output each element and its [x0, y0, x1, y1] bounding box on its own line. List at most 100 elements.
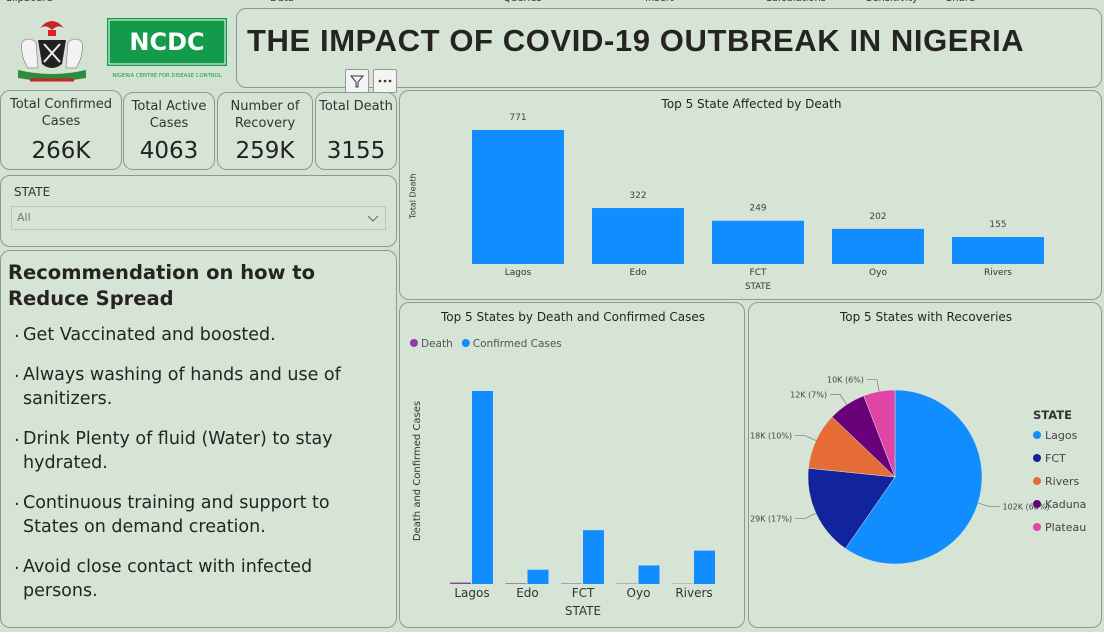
pie-slice	[845, 389, 983, 565]
legend-title: STATE	[1033, 408, 1072, 422]
bar	[638, 565, 660, 584]
bar	[694, 550, 715, 584]
kpi-label: Total Active Cases	[131, 99, 207, 131]
slicer-dropdown[interactable]: All	[11, 206, 386, 230]
recommendation-item: Continuous training and support to State…	[14, 488, 384, 539]
ncdc-logo: NCDC NIGERIA CENTRE FOR DISEASE CONTROL	[107, 18, 227, 79]
chart-panel: Top 5 States by Death and Confirmed Case…	[399, 302, 745, 628]
recommendation-title: Recommendation on how to Reduce Spread	[8, 261, 316, 310]
bar	[592, 208, 684, 264]
legend-marker	[461, 339, 470, 347]
x-axis-label: STATE	[565, 604, 601, 618]
dropdown-chevron	[367, 215, 379, 222]
chart-title: Top 5 States with Recoveries	[839, 310, 1012, 324]
x-axis-label: STATE	[745, 282, 771, 292]
kpi-label: Number of Recovery	[230, 99, 300, 131]
x-tick-label: Rivers	[675, 586, 712, 600]
bar	[583, 530, 604, 584]
kpi-card: Total Active Cases 4063	[123, 92, 215, 170]
menu-item[interactable]: Data	[270, 0, 294, 4]
menu-item[interactable]: Sensitivity	[866, 0, 918, 4]
chart-panel: Top 5 State Affected by Death Total Death…	[399, 90, 1102, 300]
logos: NCDC NIGERIA CENTRE FOR DISEASE CONTROL	[18, 18, 227, 82]
kpi-label: Total Death	[319, 99, 393, 114]
leader-line	[977, 502, 1000, 507]
legend-marker	[1033, 477, 1041, 485]
x-tick-label: Lagos	[454, 586, 489, 600]
y-axis-label: Total Death	[409, 173, 418, 219]
data-label: 102K (60%)	[1002, 503, 1049, 512]
menu-item[interactable]: Insert	[645, 0, 674, 4]
menu-item[interactable]: Queries	[503, 0, 542, 4]
slicer: STATE All	[0, 175, 397, 247]
data-label: 771	[509, 113, 526, 123]
bar	[472, 130, 564, 264]
kpi-card: Total Death 3155	[315, 92, 397, 170]
data-label: 18K (10%)	[750, 432, 792, 441]
chart-title: Top 5 States by Death and Confirmed Case…	[440, 310, 705, 324]
kpi-value: 3155	[326, 138, 386, 164]
data-label: 155	[989, 220, 1006, 230]
legend-label: FCT	[1045, 452, 1066, 465]
leader-line	[830, 394, 848, 405]
legend-label: Kaduna	[1045, 498, 1086, 511]
slicer-label: STATE	[14, 185, 51, 199]
leader-line	[795, 435, 817, 441]
bar	[952, 237, 1044, 264]
y-axis-label: Death and Confirmed Cases	[412, 401, 423, 541]
kpi-value: 266K	[31, 138, 91, 164]
logo-text: NCDC	[129, 28, 204, 56]
x-tick-label: Edo	[516, 586, 539, 600]
recommendation-item: Avoid close contact with infected person…	[14, 552, 384, 603]
legend-marker	[1033, 454, 1041, 462]
kpi-card: Total Confirmed Cases 266K	[0, 90, 122, 170]
bar	[712, 220, 804, 264]
filter-icon[interactable]	[345, 69, 369, 93]
logo-subtitle: NIGERIA CENTRE FOR DISEASE CONTROL	[112, 73, 221, 79]
recommendation-item: Always washing of hands and use of sanit…	[14, 360, 384, 411]
x-tick-label: Rivers	[984, 268, 1012, 278]
recommendations: Recommendation on how to Reduce Spread G…	[0, 250, 397, 628]
kpi-value: 4063	[139, 138, 199, 164]
filter-glyph	[349, 75, 365, 88]
legend-label: Plateau	[1045, 521, 1086, 534]
recommendation-item: Drink Plenty of fluid (Water) to stay hy…	[14, 424, 384, 475]
legend-marker	[1033, 500, 1041, 508]
legend-marker	[1033, 523, 1041, 531]
data-label: 10K (6%)	[827, 376, 864, 385]
data-label: 322	[629, 191, 646, 201]
x-tick-label: Oyo	[869, 268, 887, 278]
more-options[interactable]	[373, 69, 397, 93]
more-glyph	[378, 79, 392, 83]
recommendation-item: Get Vaccinated and boosted.	[14, 320, 384, 347]
title: THE IMPACT OF COVID-19 OUTBREAK IN NIGER…	[247, 23, 1025, 58]
data-label: 12K (7%)	[790, 391, 827, 400]
x-tick-label: Edo	[630, 268, 647, 278]
bar	[527, 569, 549, 584]
data-label: 29K (17%)	[750, 514, 792, 523]
chart-title: Top 5 State Affected by Death	[661, 97, 842, 111]
menu-item[interactable]: Calculations	[765, 0, 826, 4]
recommendation-list: Get Vaccinated and boosted. Always washi…	[14, 320, 384, 619]
menu-item[interactable]: Share	[946, 0, 975, 4]
legend-label: Lagos	[1045, 429, 1078, 442]
x-tick-label: FCT	[750, 268, 767, 278]
slicer-value: All	[17, 211, 31, 224]
x-tick-label: Lagos	[505, 268, 532, 278]
kpi-label: Total Confirmed Cases	[10, 97, 112, 129]
leader-line	[795, 513, 817, 519]
legend-label: Death	[421, 338, 453, 350]
legend-marker	[410, 339, 418, 347]
pie-slice	[863, 389, 896, 478]
leader-line	[866, 379, 880, 392]
chart: Top 5 State Affected by Death Total Death…	[409, 97, 1044, 292]
chart-panel: Top 5 States with Recoveries 102K (60%) 29…	[748, 302, 1102, 628]
data-label: 202	[869, 212, 886, 222]
bar	[832, 228, 924, 264]
chart: Top 5 States with Recoveries 102K (60%) 29…	[750, 310, 1086, 565]
menu-item[interactable]: Clipboard	[5, 0, 53, 4]
legend-label: Rivers	[1045, 475, 1079, 488]
x-tick-label: FCT	[572, 586, 595, 600]
legend-label: Confirmed Cases	[473, 338, 562, 350]
